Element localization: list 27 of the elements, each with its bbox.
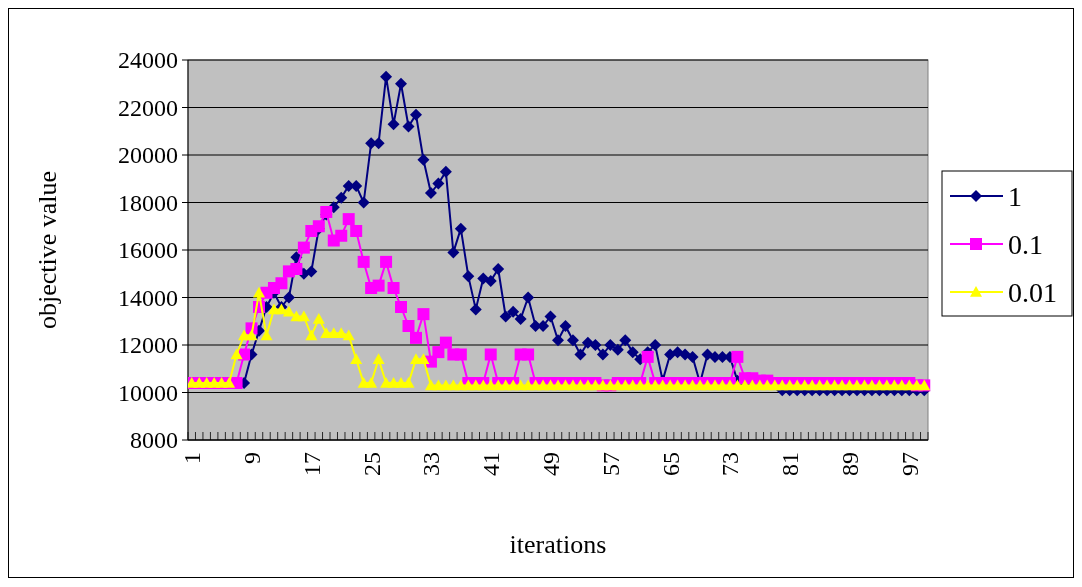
legend-label: 0.01 bbox=[1008, 276, 1057, 308]
x-tick-label: 49 bbox=[537, 452, 564, 476]
x-tick-label: 9 bbox=[238, 452, 265, 464]
x-tick-label: 57 bbox=[597, 452, 624, 476]
y-tick-label: 8000 bbox=[130, 427, 178, 454]
x-tick-label: 81 bbox=[777, 452, 804, 476]
x-tick-label: 33 bbox=[418, 452, 445, 476]
x-tick-label: 97 bbox=[896, 452, 923, 476]
legend-label: 1 bbox=[1008, 180, 1022, 212]
x-tick-label: 1 bbox=[179, 452, 206, 464]
y-tick-label: 20000 bbox=[118, 142, 178, 169]
y-tick-label: 12000 bbox=[118, 332, 178, 359]
y-tick-label: 18000 bbox=[118, 189, 178, 216]
y-axis-title: objective value bbox=[33, 170, 62, 330]
y-tick-label: 14000 bbox=[118, 284, 178, 311]
y-tick-label: 10000 bbox=[118, 379, 178, 406]
y-tick-label: 24000 bbox=[118, 47, 178, 74]
x-tick-label: 73 bbox=[717, 452, 744, 476]
x-tick-label: 65 bbox=[657, 452, 684, 476]
x-tick-label: 17 bbox=[298, 452, 325, 476]
x-axis-title: iterations bbox=[509, 530, 607, 559]
y-tick-label: 16000 bbox=[118, 237, 178, 264]
y-tick-label: 22000 bbox=[118, 94, 178, 121]
x-tick-label: 25 bbox=[358, 452, 385, 476]
x-tick-label: 89 bbox=[836, 452, 863, 476]
legend-label: 0.1 bbox=[1008, 228, 1043, 260]
x-tick-label: 41 bbox=[478, 452, 505, 476]
